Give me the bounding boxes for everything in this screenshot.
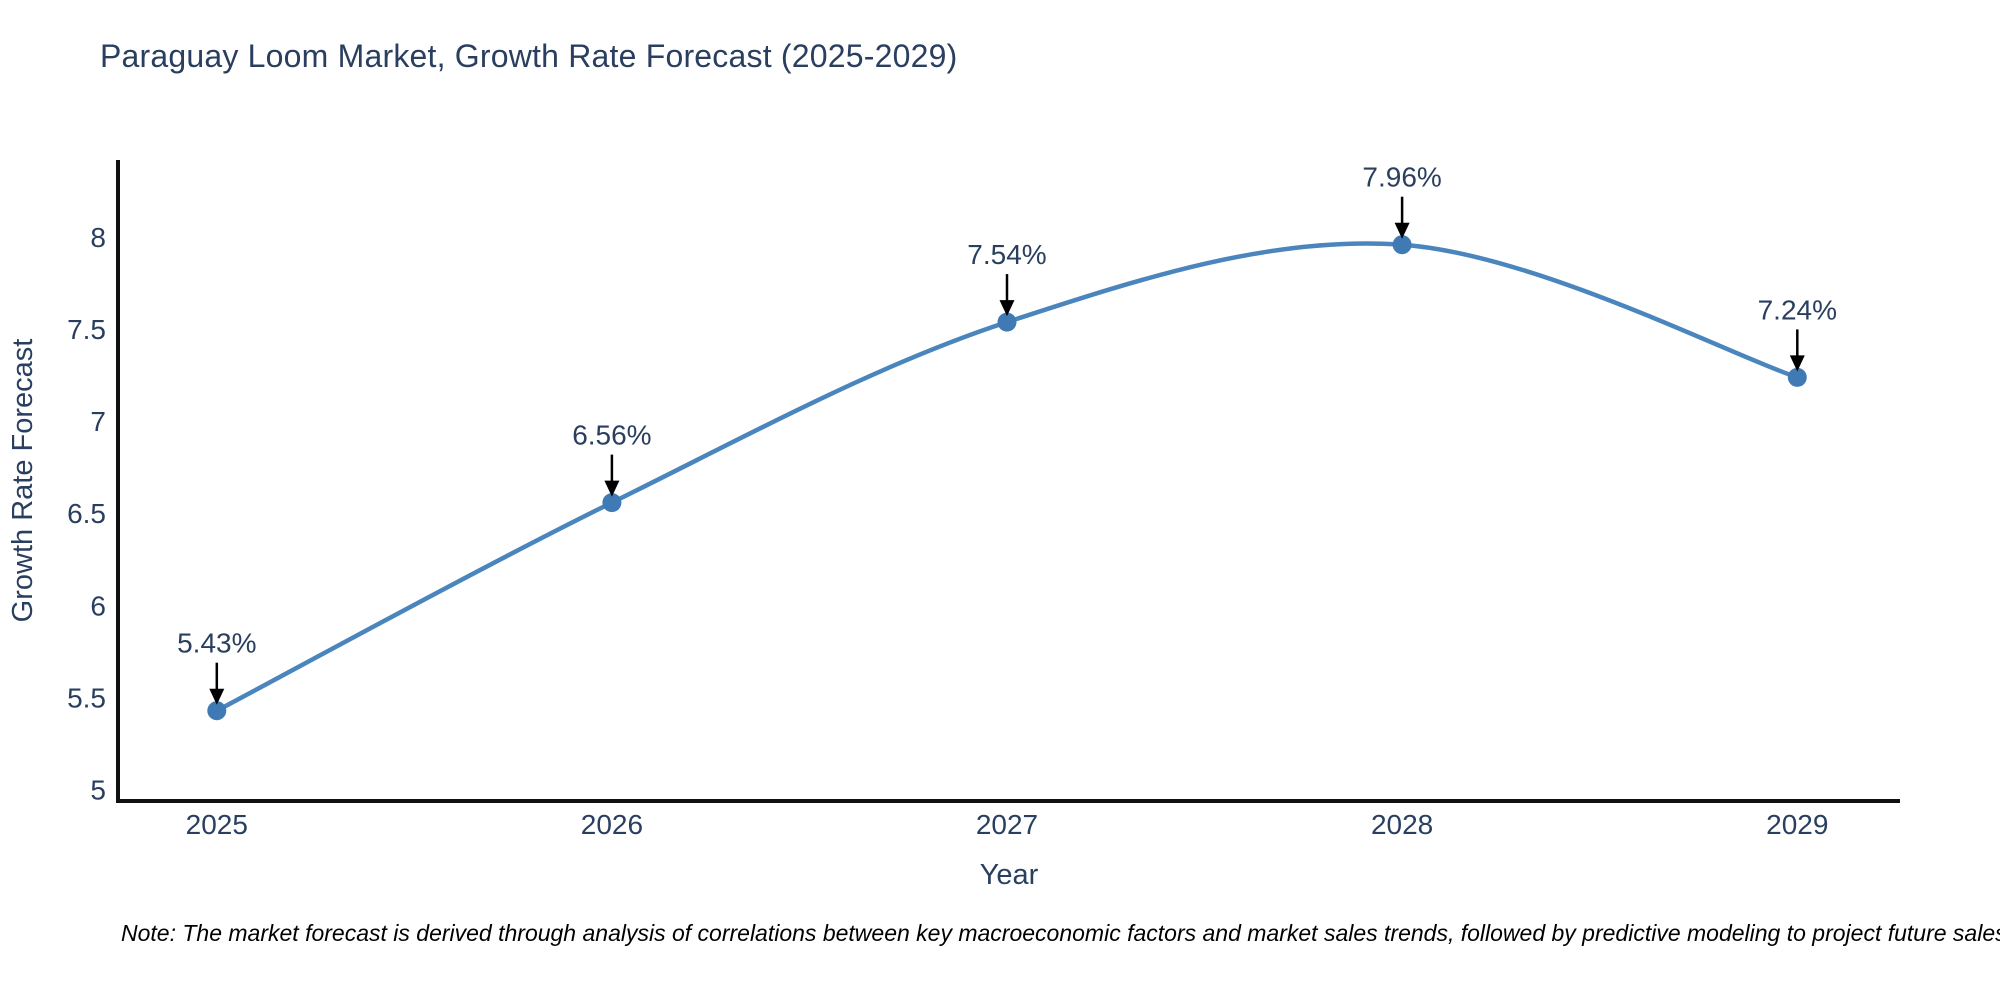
annotation-arrow-head bbox=[999, 300, 1015, 317]
y-tick-label: 7.5 bbox=[67, 314, 106, 345]
x-tick-label: 2028 bbox=[1371, 809, 1433, 840]
x-axis-title: Year bbox=[980, 859, 1039, 891]
data-point-label: 6.56% bbox=[572, 420, 651, 451]
x-tick-label: 2029 bbox=[1766, 809, 1828, 840]
annotation-arrow-head bbox=[604, 480, 620, 497]
annotation-arrow-head bbox=[209, 688, 225, 705]
annotation-arrow-head bbox=[1394, 222, 1410, 239]
x-tick-label: 2025 bbox=[186, 809, 248, 840]
x-tick-label: 2027 bbox=[976, 809, 1038, 840]
y-axis-title: Growth Rate Forecast bbox=[7, 339, 39, 623]
data-point-label: 7.24% bbox=[1758, 294, 1837, 325]
chart-title: Paraguay Loom Market, Growth Rate Foreca… bbox=[100, 38, 958, 74]
y-tick-label: 7 bbox=[90, 406, 106, 437]
data-point-marker bbox=[207, 701, 227, 721]
data-point-label: 7.96% bbox=[1362, 162, 1441, 193]
y-tick-label: 8 bbox=[90, 222, 106, 253]
y-tick-label: 5 bbox=[90, 774, 106, 805]
annotation-arrow-head bbox=[1789, 355, 1805, 372]
data-point-marker bbox=[602, 493, 622, 513]
data-point-label: 5.43% bbox=[177, 628, 256, 659]
data-point-marker bbox=[997, 312, 1017, 332]
y-tick-label: 6.5 bbox=[67, 498, 106, 529]
y-tick-label: 5.5 bbox=[67, 682, 106, 713]
axis-spines bbox=[116, 160, 1900, 803]
x-tick-label: 2026 bbox=[581, 809, 643, 840]
footnote: Note: The market forecast is derived thr… bbox=[121, 920, 2000, 946]
y-tick-label: 6 bbox=[90, 590, 106, 621]
data-point-label: 7.54% bbox=[967, 239, 1046, 270]
data-point-marker bbox=[1787, 367, 1807, 387]
data-point-marker bbox=[1392, 235, 1412, 255]
